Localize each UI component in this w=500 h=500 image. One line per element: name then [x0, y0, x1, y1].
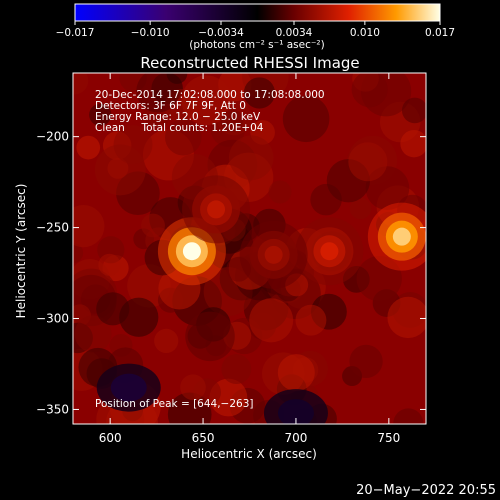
background-blob [73, 73, 89, 95]
peak-position-label: Position of Peak = [644,−263] [95, 398, 254, 410]
y-tick-label: −200 [36, 130, 69, 144]
x-tick-label: 750 [377, 431, 400, 445]
colorbar-tick-label: 0.010 [350, 27, 380, 39]
colorbar-gradient [74, 3, 441, 22]
x-tick-label: 600 [99, 431, 122, 445]
background-blob [400, 129, 426, 158]
background-blob [282, 95, 330, 143]
background-blob [98, 253, 121, 276]
colorbar-tick-label: 0.017 [425, 27, 455, 39]
heatmap-image [73, 73, 426, 424]
background-blob [187, 323, 213, 349]
background-blob [141, 213, 165, 238]
background-blob [277, 354, 315, 392]
background-blob [180, 374, 206, 401]
background-blob [387, 296, 426, 339]
background-blob [351, 73, 388, 108]
background-blob [166, 73, 188, 84]
info-line-detectors: Detectors: 3F 6F 7F 9F, Att 0 [95, 100, 246, 112]
background-blob [136, 73, 180, 113]
x-tick-label: 700 [284, 431, 307, 445]
background-blob [74, 315, 112, 353]
source-halo [320, 242, 339, 261]
y-tick-label: −250 [36, 221, 69, 235]
colorbar-unit-label: (photons cm⁻² s⁻¹ asec⁻²) [189, 39, 324, 51]
background-blob [295, 304, 327, 336]
background-blob [349, 344, 383, 379]
x-axis-label: Heliocentric X (arcsec) [181, 447, 317, 461]
x-tick-label: 650 [192, 431, 215, 445]
colorbar-tick-label: −0.017 [56, 27, 95, 39]
y-tick-label: −300 [36, 312, 69, 326]
colorbar-tick-label: −0.0034 [198, 27, 244, 39]
background-blob [349, 197, 372, 220]
source-halo [207, 200, 226, 219]
background-blob [73, 242, 84, 264]
heatmap-sources [96, 175, 426, 424]
background-blob [249, 298, 294, 343]
background-blob [73, 205, 105, 248]
y-tick-label: −350 [36, 402, 69, 416]
background-blob [76, 135, 101, 160]
background-blob [89, 103, 112, 126]
background-blob [154, 328, 179, 354]
info-annotations: 20-Dec-2014 17:02:08.000 to 17:08:08.000… [95, 89, 325, 410]
info-line-energy: Energy Range: 12.0 − 25.0 keV [95, 111, 261, 123]
y-axis-label: Heliocentric Y (arcsec) [14, 184, 28, 319]
source-halo [182, 242, 201, 261]
negative-region [110, 373, 147, 402]
negative-region [277, 399, 314, 424]
footer-date: 20−May−2022 20:55 [356, 483, 496, 498]
source-halo [264, 245, 283, 264]
background-blob [268, 180, 292, 204]
source-halo [392, 227, 411, 246]
chart-title: Reconstructed RHESSI Image [140, 54, 359, 72]
colorbar-tick-label: 0.0034 [276, 27, 313, 39]
plot-frame [72, 72, 427, 425]
background-blob [165, 118, 202, 156]
background-blob [220, 109, 244, 133]
background-blob [393, 408, 424, 424]
info-line-clean: Clean Total counts: 1.20E+04 [95, 122, 264, 134]
background-blob [228, 135, 274, 181]
colorbar-tick-label: −0.010 [131, 27, 170, 39]
background-blob [113, 125, 153, 165]
axis-ticks: 600 650 700 750 −200 −250 −300 −350 [36, 73, 426, 445]
colorbar: −0.017 −0.010 −0.0034 0.0034 0.010 0.017 (pho… [56, 3, 455, 51]
background-blob [96, 292, 130, 326]
colorbar-ticks: −0.017 −0.010 −0.0034 0.0034 0.010 0.017 [56, 21, 455, 39]
info-line-time: 20-Dec-2014 17:02:08.000 to 17:08:08.000 [95, 89, 325, 101]
background-blob [221, 354, 252, 384]
background-blob [243, 77, 276, 109]
background-blob [401, 97, 426, 124]
background-blob [181, 75, 232, 126]
background-blob [348, 142, 388, 182]
